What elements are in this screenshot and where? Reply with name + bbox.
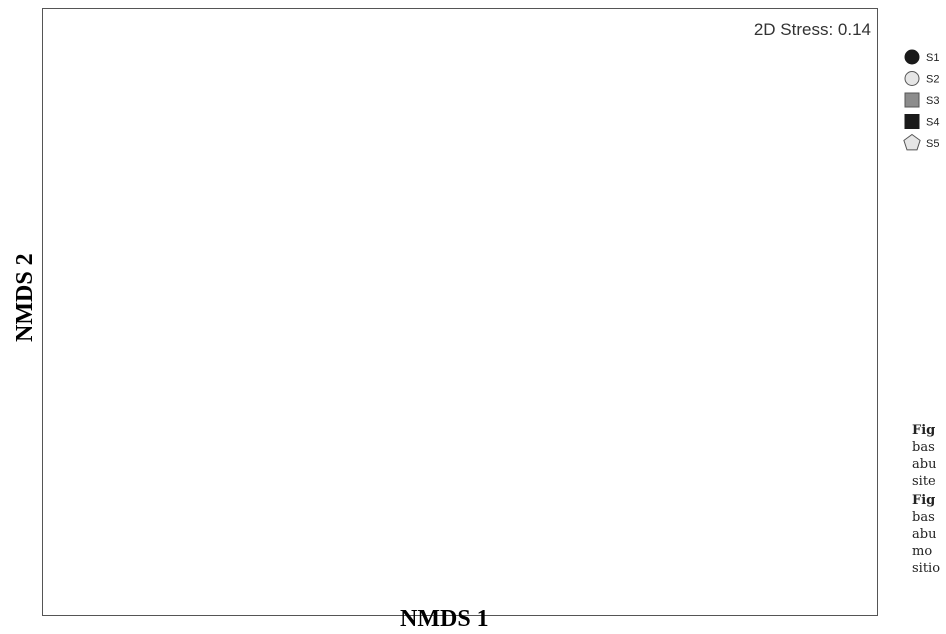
caption-1-bold: Fig	[912, 423, 936, 438]
legend-item-s3: S3	[904, 92, 939, 108]
plot-area: 2D Stress: 0.14	[42, 8, 878, 616]
caption-2-line: abu	[912, 527, 937, 542]
figure-caption-2: Fig bas abu mo sitio	[912, 492, 946, 577]
legend-marker-s5	[903, 133, 921, 151]
legend-item-s5: S5	[903, 133, 939, 151]
legend-item-s2: S2	[904, 71, 939, 86]
caption-2-bold: Fig	[912, 493, 936, 508]
legend-label-s2: S2	[926, 74, 939, 86]
caption-1-line: site	[912, 474, 936, 489]
legend-item-s4: S4	[904, 114, 939, 129]
legend-marker-s2	[904, 71, 920, 86]
legend-marker-s1	[904, 49, 920, 65]
legend-label-s4: S4	[926, 117, 939, 129]
legend-label-s3: S3	[926, 95, 939, 107]
legend-label-s1: S1	[926, 52, 939, 64]
y-axis-label: NMDS 2	[12, 253, 38, 342]
legend-item-s1: S1	[904, 49, 939, 65]
caption-2-line: sitio	[912, 561, 941, 576]
x-axis-label: NMDS 1	[400, 606, 489, 632]
caption-1-line: abu	[912, 457, 937, 472]
legend-label-s5: S5	[926, 138, 939, 150]
legend-marker-s4	[904, 114, 920, 129]
caption-2-line: mo	[912, 544, 933, 559]
caption-2-line: bas	[912, 510, 935, 525]
caption-1-line: bas	[912, 440, 935, 455]
figure-caption-1: Fig bas abu site	[912, 422, 946, 490]
stress-annotation: 2D Stress: 0.14	[753, 20, 871, 39]
legend-marker-s3	[904, 92, 920, 108]
